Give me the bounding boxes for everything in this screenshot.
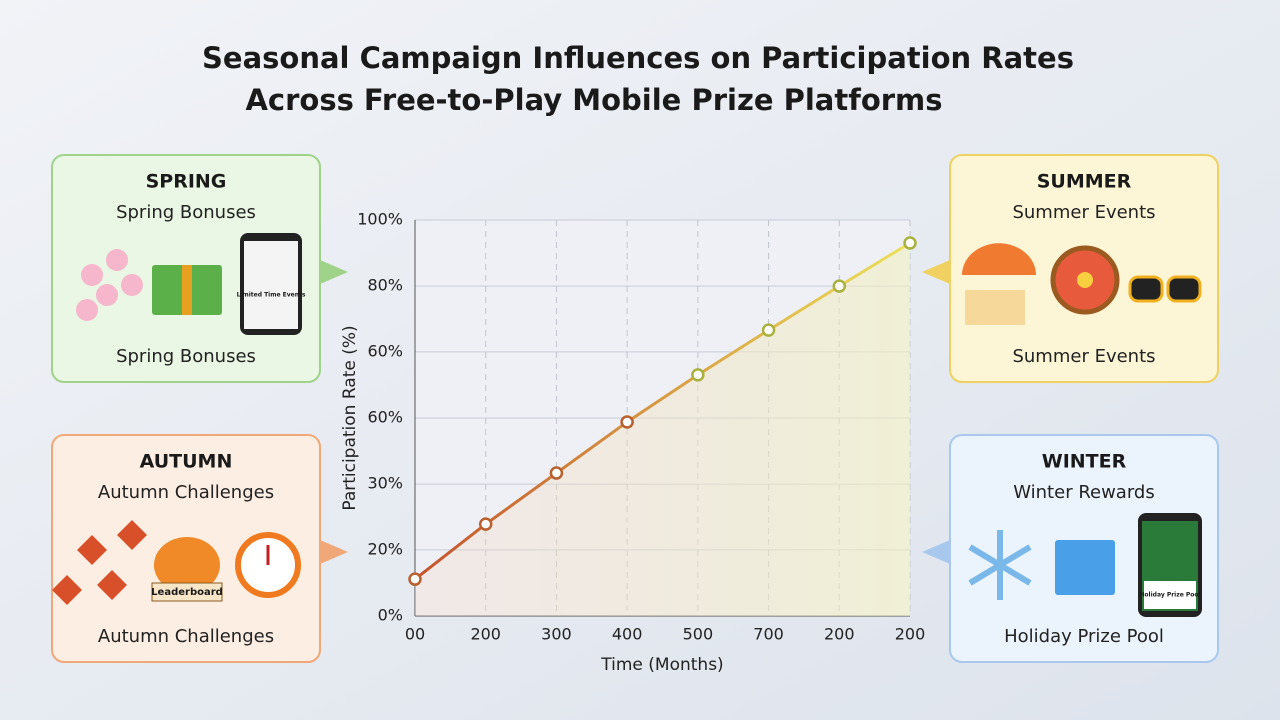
- blossom: [76, 299, 98, 321]
- phone-text: Limited Time Events: [237, 292, 306, 299]
- x-tick-label: 700: [753, 625, 784, 644]
- phone-card: [1144, 581, 1196, 609]
- panel-caption: Summer Events: [1012, 346, 1155, 367]
- panel-subtitle: Autumn Challenges: [98, 482, 274, 503]
- subtitle: Across Free-to-Play Mobile Prize Platfor…: [245, 83, 942, 117]
- wheel-center: [1077, 272, 1093, 288]
- x-tick-label: 200: [895, 625, 926, 644]
- leaf: [77, 535, 107, 565]
- y-axis-label: Participation Rate (%): [340, 325, 360, 510]
- leaf: [52, 575, 82, 605]
- x-tick-label: 500: [683, 625, 714, 644]
- y-tick-label: 20%: [367, 539, 403, 558]
- phone-screen: [244, 241, 298, 329]
- panel-title: AUTUMN: [140, 451, 233, 473]
- panel-caption: Autumn Challenges: [98, 626, 274, 647]
- x-tick-label: 00: [405, 625, 425, 644]
- point: [549, 466, 564, 480]
- panel-pointer: [320, 260, 348, 284]
- pumpkin: [154, 537, 220, 593]
- leaderboard-tag: [151, 582, 223, 602]
- panel-pointer: [922, 260, 950, 284]
- y-tick-label: 30%: [367, 474, 403, 493]
- line: [414, 241, 911, 581]
- panel-caption: Holiday Prize Pool: [1004, 626, 1164, 647]
- gift: [1055, 540, 1115, 595]
- blossom: [106, 249, 128, 271]
- panel-subtitle: Summer Events: [1012, 202, 1155, 223]
- glasses-l: [1128, 275, 1164, 303]
- x-axis-label: Time (Months): [600, 655, 723, 675]
- panel-title: SPRING: [146, 171, 227, 193]
- umbrella: [962, 243, 1036, 275]
- beach: [965, 290, 1025, 325]
- title: Seasonal Campaign Influences on Particip…: [202, 41, 1074, 75]
- glasses-r: [1166, 275, 1202, 303]
- y-tick-label: 80%: [367, 276, 403, 295]
- area: [415, 242, 910, 616]
- panel-pointer: [922, 540, 950, 564]
- panel-pointer: [320, 540, 348, 564]
- leaf: [117, 520, 147, 550]
- y-tick-label: 100%: [357, 210, 403, 229]
- point: [691, 368, 705, 382]
- blossom: [121, 274, 143, 296]
- phone-text: Holiday Prize Pool: [1139, 592, 1200, 599]
- panel-title: WINTER: [1042, 451, 1127, 473]
- y-tick-label: 60%: [367, 341, 403, 360]
- x-tick-label: 200: [824, 625, 855, 644]
- x-tick-label: 400: [612, 625, 643, 644]
- point: [761, 323, 776, 337]
- blossom: [96, 284, 118, 306]
- panel-title: SUMMER: [1037, 171, 1132, 193]
- leaderboard-text: Leaderboard: [151, 587, 223, 598]
- blossom: [81, 264, 103, 286]
- snowflake: [968, 530, 1032, 600]
- leaf: [97, 570, 127, 600]
- x-tick-label: 300: [541, 625, 572, 644]
- point: [832, 279, 847, 293]
- panel-subtitle: Spring Bonuses: [116, 202, 256, 223]
- point: [903, 236, 917, 250]
- panel-subtitle: Winter Rewards: [1013, 482, 1154, 503]
- gift-ribbon: [182, 265, 192, 315]
- y-tick-label: 0%: [378, 606, 403, 625]
- point: [620, 415, 634, 429]
- point: [408, 572, 422, 586]
- point: [478, 517, 493, 531]
- y-tick-label: 60%: [367, 408, 403, 427]
- x-tick-label: 200: [470, 625, 501, 644]
- panel-caption: Spring Bonuses: [116, 346, 256, 367]
